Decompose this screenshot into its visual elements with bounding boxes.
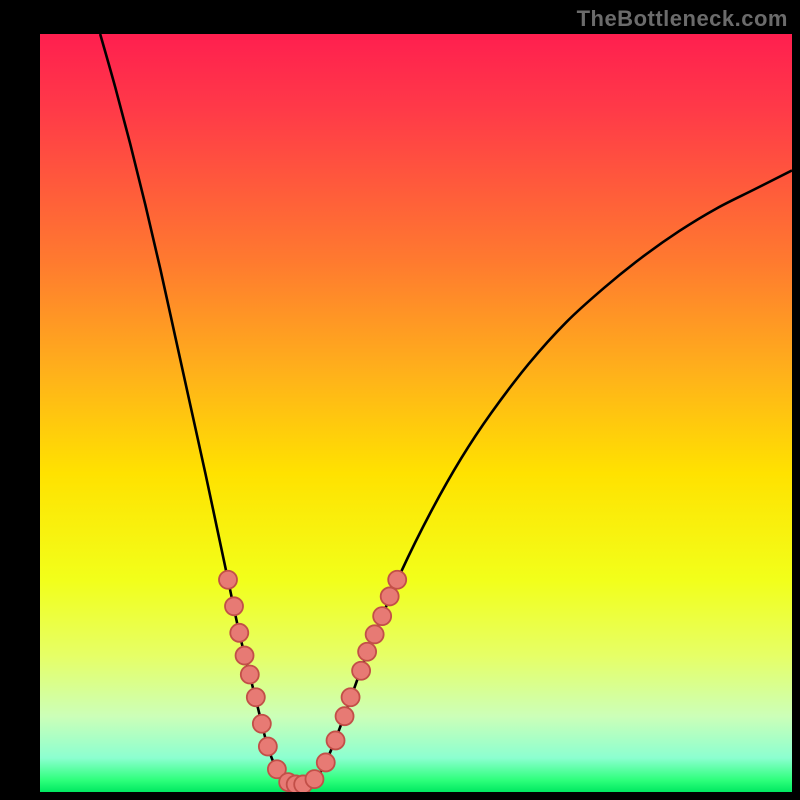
curve-marker <box>381 587 399 605</box>
curve-marker <box>342 688 360 706</box>
curve-marker <box>336 707 354 725</box>
curve-marker <box>366 625 384 643</box>
curve-marker <box>317 753 335 771</box>
curve-marker <box>388 571 406 589</box>
curve-marker <box>259 738 277 756</box>
plot-background <box>40 34 792 792</box>
curve-marker <box>305 770 323 788</box>
curve-marker <box>241 666 259 684</box>
curve-marker <box>247 688 265 706</box>
curve-marker <box>219 571 237 589</box>
curve-marker <box>253 715 271 733</box>
curve-marker <box>358 643 376 661</box>
curve-marker <box>225 597 243 615</box>
watermark-text: TheBottleneck.com <box>577 6 788 32</box>
curve-marker <box>230 624 248 642</box>
curve-marker <box>327 731 345 749</box>
curve-marker <box>373 607 391 625</box>
bottleneck-curve-chart <box>0 0 800 800</box>
curve-marker <box>236 647 254 665</box>
curve-marker <box>352 662 370 680</box>
chart-canvas: TheBottleneck.com <box>0 0 800 800</box>
